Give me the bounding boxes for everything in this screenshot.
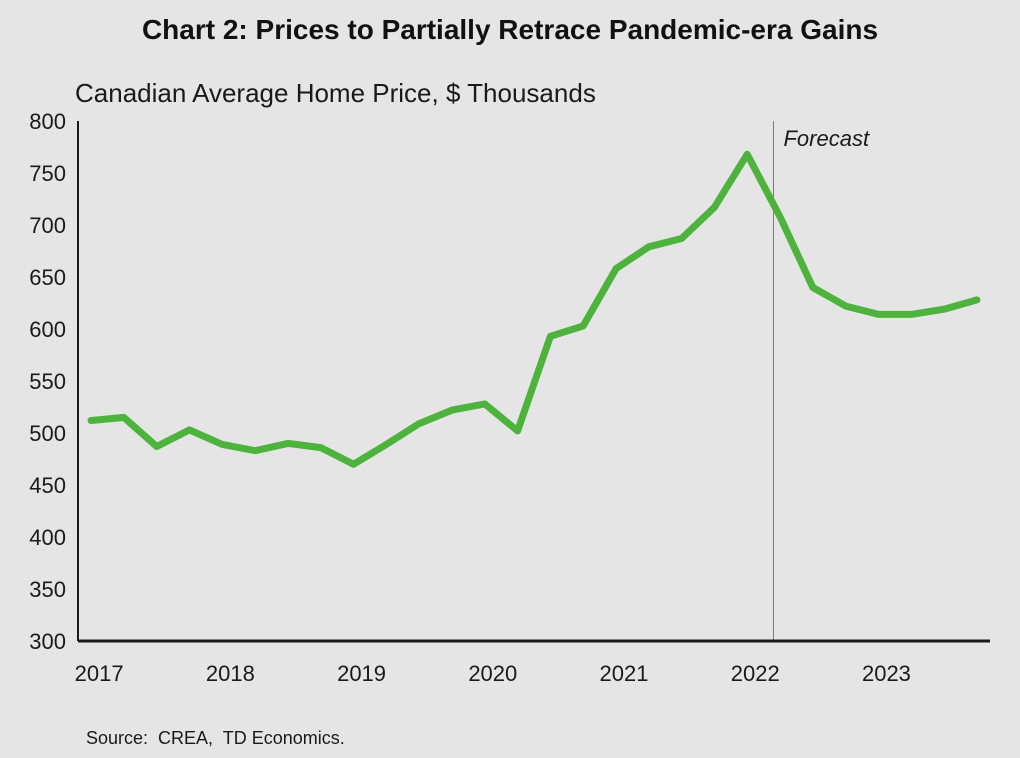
data-point (940, 306, 948, 313)
data-point (744, 151, 751, 158)
data-point (973, 296, 981, 304)
data-point (383, 441, 390, 448)
y-tick-label: 800 (29, 109, 66, 134)
data-point (120, 414, 128, 421)
x-tick-label: 2020 (468, 661, 517, 686)
y-axis-ticks: 300 350 400 450 500 550 600 650 700 750 800 (29, 109, 66, 654)
y-tick-label: 350 (29, 577, 66, 602)
x-tick-label: 2017 (75, 661, 124, 686)
data-point (776, 213, 784, 220)
data-point (711, 204, 718, 211)
data-point (547, 333, 554, 340)
y-tick-label: 750 (29, 161, 66, 186)
data-point (186, 426, 193, 434)
chart-subtitle: Canadian Average Home Price, $ Thousands (75, 78, 596, 108)
data-point (678, 235, 685, 242)
y-tick-label: 300 (29, 629, 66, 654)
x-tick-label: 2019 (337, 661, 386, 686)
y-tick-label: 550 (29, 369, 66, 394)
data-point (580, 322, 587, 330)
y-tick-label: 450 (29, 473, 66, 498)
data-point (317, 444, 324, 451)
x-tick-label: 2021 (600, 661, 649, 686)
data-point (645, 243, 652, 250)
data-point (350, 461, 357, 468)
data-point (809, 284, 816, 291)
data-point (842, 302, 849, 310)
data-point (416, 420, 423, 427)
x-axis-ticks: 2017 2018 2019 2020 2021 2022 2023 (75, 661, 911, 686)
data-point (219, 441, 226, 448)
data-point (481, 400, 488, 408)
x-tick-label: 2018 (206, 661, 255, 686)
data-point (875, 311, 882, 318)
x-tick-label: 2022 (731, 661, 780, 686)
series-points (87, 151, 981, 468)
data-point (612, 265, 620, 272)
data-point (284, 440, 292, 447)
y-tick-label: 600 (29, 317, 66, 342)
data-point (252, 447, 259, 454)
y-tick-label: 650 (29, 265, 66, 290)
y-tick-label: 700 (29, 213, 66, 238)
chart-title: Chart 2: Prices to Partially Retrace Pan… (141, 14, 879, 45)
data-point (448, 406, 456, 414)
series-line (87, 150, 981, 468)
data-point (908, 311, 915, 318)
chart-source: Source: CREA, TD Economics. (86, 728, 345, 748)
x-tick-label: 2023 (862, 661, 911, 686)
y-tick-label: 400 (29, 525, 66, 550)
data-point (153, 443, 160, 450)
data-point (514, 427, 521, 435)
forecast-annotation: Forecast (783, 126, 869, 151)
y-tick-label: 500 (29, 421, 66, 446)
data-point (87, 417, 95, 424)
